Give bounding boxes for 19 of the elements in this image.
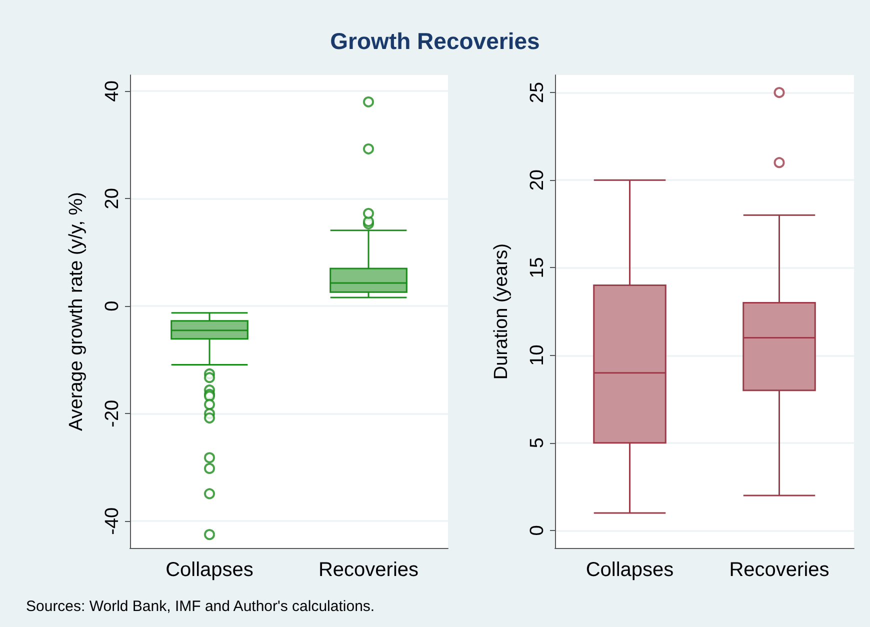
y-tick-label: -40 [102, 507, 123, 535]
y-tick-label: 40 [102, 80, 123, 102]
y-tick-label: 25 [527, 82, 548, 104]
x-tick-label: Collapses [586, 559, 674, 581]
chart-title: Growth Recoveries [329, 28, 541, 55]
y-axis-title: Average growth rate (y/y, %) [66, 192, 87, 432]
source-note: Sources: World Bank, IMF and Author's calculations. [26, 598, 375, 615]
x-tick-label: Recoveries [729, 559, 830, 581]
y-tick-label: -20 [102, 400, 123, 428]
y-tick-label: 0 [527, 525, 548, 536]
x-tick-label: Collapses [166, 559, 254, 581]
y-tick-label: 15 [527, 257, 548, 278]
y-tick-label: 10 [527, 344, 548, 366]
x-tick-label: Recoveries [318, 559, 419, 581]
y-tick-label: 20 [527, 170, 548, 191]
y-axis-title: Duration (years) [491, 243, 512, 380]
y-tick-label: 20 [102, 188, 123, 210]
y-tick-label: 0 [102, 300, 123, 312]
y-tick-label: 5 [527, 438, 548, 448]
